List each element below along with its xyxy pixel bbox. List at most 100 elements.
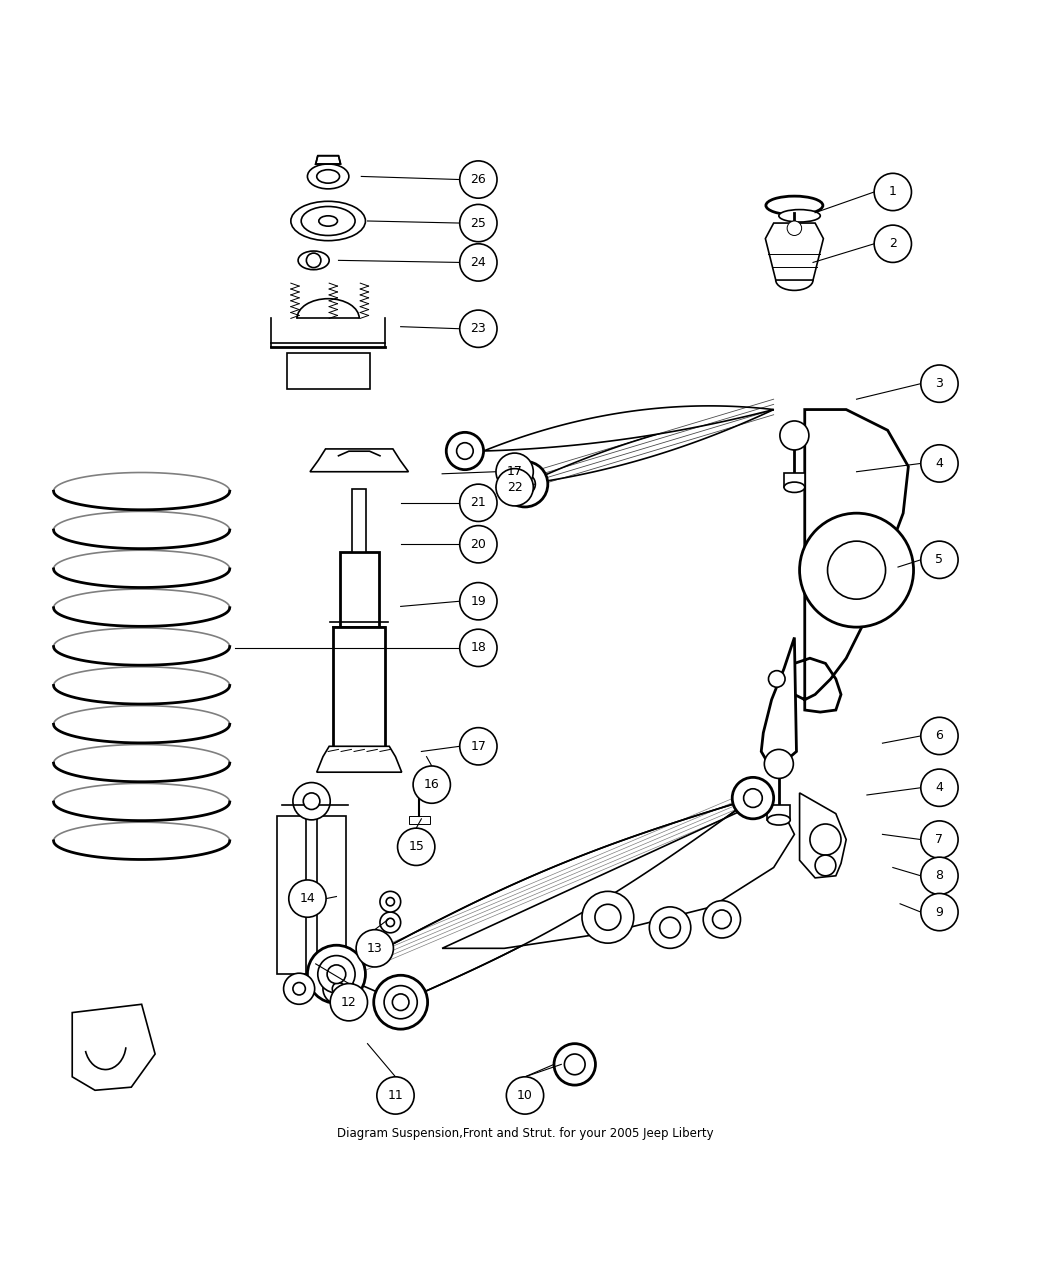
- Circle shape: [564, 1054, 585, 1075]
- Circle shape: [649, 907, 691, 949]
- Polygon shape: [317, 746, 402, 773]
- Circle shape: [284, 973, 315, 1005]
- Circle shape: [460, 204, 497, 242]
- Circle shape: [743, 789, 762, 807]
- FancyBboxPatch shape: [287, 353, 370, 389]
- Circle shape: [384, 986, 417, 1019]
- Ellipse shape: [779, 209, 820, 222]
- Circle shape: [921, 769, 958, 806]
- Text: 15: 15: [408, 840, 424, 853]
- Circle shape: [457, 442, 474, 459]
- FancyBboxPatch shape: [768, 806, 791, 820]
- Text: 17: 17: [470, 740, 486, 752]
- Circle shape: [293, 783, 330, 820]
- Circle shape: [502, 462, 548, 507]
- Polygon shape: [316, 156, 340, 164]
- Circle shape: [595, 904, 621, 931]
- Circle shape: [460, 629, 497, 667]
- Circle shape: [308, 945, 365, 1003]
- Circle shape: [875, 173, 911, 210]
- Circle shape: [460, 244, 497, 280]
- Polygon shape: [333, 627, 385, 762]
- Polygon shape: [765, 223, 823, 280]
- Circle shape: [810, 824, 841, 856]
- Circle shape: [293, 983, 306, 994]
- Ellipse shape: [301, 207, 355, 236]
- Text: 22: 22: [507, 481, 523, 493]
- Ellipse shape: [308, 164, 349, 189]
- Ellipse shape: [765, 196, 823, 214]
- Circle shape: [799, 513, 914, 627]
- Text: 19: 19: [470, 594, 486, 608]
- Polygon shape: [799, 793, 846, 878]
- Circle shape: [328, 965, 345, 983]
- Text: 11: 11: [387, 1089, 403, 1102]
- Circle shape: [460, 310, 497, 347]
- Ellipse shape: [784, 482, 804, 492]
- Circle shape: [921, 718, 958, 755]
- Text: 25: 25: [470, 217, 486, 230]
- Text: 9: 9: [936, 905, 943, 918]
- Circle shape: [506, 1077, 544, 1114]
- Circle shape: [386, 898, 395, 905]
- Circle shape: [921, 445, 958, 482]
- Polygon shape: [310, 449, 408, 472]
- Text: 16: 16: [424, 778, 440, 790]
- Circle shape: [921, 821, 958, 858]
- Circle shape: [704, 900, 740, 938]
- Ellipse shape: [768, 815, 791, 825]
- Text: 5: 5: [936, 553, 944, 566]
- Polygon shape: [525, 409, 774, 484]
- Circle shape: [307, 254, 321, 268]
- Circle shape: [554, 1044, 595, 1085]
- Circle shape: [380, 891, 401, 912]
- Circle shape: [460, 525, 497, 562]
- Text: 12: 12: [341, 996, 357, 1009]
- Circle shape: [446, 432, 484, 469]
- Text: 23: 23: [470, 323, 486, 335]
- Polygon shape: [352, 490, 366, 552]
- Circle shape: [921, 857, 958, 895]
- Text: 8: 8: [936, 870, 944, 882]
- Circle shape: [303, 793, 320, 810]
- Text: 18: 18: [470, 641, 486, 654]
- Text: 4: 4: [936, 782, 943, 794]
- Circle shape: [921, 541, 958, 579]
- Circle shape: [413, 766, 450, 803]
- Circle shape: [496, 453, 533, 491]
- Circle shape: [393, 994, 408, 1011]
- Ellipse shape: [319, 215, 337, 226]
- Text: 1: 1: [889, 185, 897, 199]
- Circle shape: [659, 917, 680, 938]
- Circle shape: [460, 161, 497, 198]
- Circle shape: [460, 583, 497, 620]
- Text: 4: 4: [936, 456, 943, 470]
- Polygon shape: [339, 552, 379, 627]
- Circle shape: [764, 750, 794, 779]
- Circle shape: [332, 983, 344, 994]
- Text: 3: 3: [936, 377, 943, 390]
- Polygon shape: [317, 816, 345, 974]
- Text: 10: 10: [517, 1089, 533, 1102]
- Circle shape: [386, 918, 395, 927]
- Text: 24: 24: [470, 256, 486, 269]
- Circle shape: [496, 469, 533, 506]
- Circle shape: [815, 856, 836, 876]
- Circle shape: [514, 474, 536, 495]
- Polygon shape: [442, 806, 795, 949]
- Circle shape: [318, 955, 355, 993]
- Circle shape: [732, 778, 774, 819]
- Text: 2: 2: [889, 237, 897, 250]
- Text: 6: 6: [936, 729, 943, 742]
- Circle shape: [289, 880, 327, 917]
- Circle shape: [875, 226, 911, 263]
- Text: 17: 17: [507, 465, 523, 478]
- Circle shape: [769, 671, 785, 687]
- Polygon shape: [336, 798, 753, 1002]
- Circle shape: [827, 541, 885, 599]
- Text: Diagram Suspension,Front and Strut. for your 2005 Jeep Liberty: Diagram Suspension,Front and Strut. for …: [337, 1127, 713, 1140]
- Circle shape: [323, 973, 354, 1005]
- Circle shape: [582, 891, 634, 944]
- Circle shape: [377, 1077, 414, 1114]
- Circle shape: [921, 894, 958, 931]
